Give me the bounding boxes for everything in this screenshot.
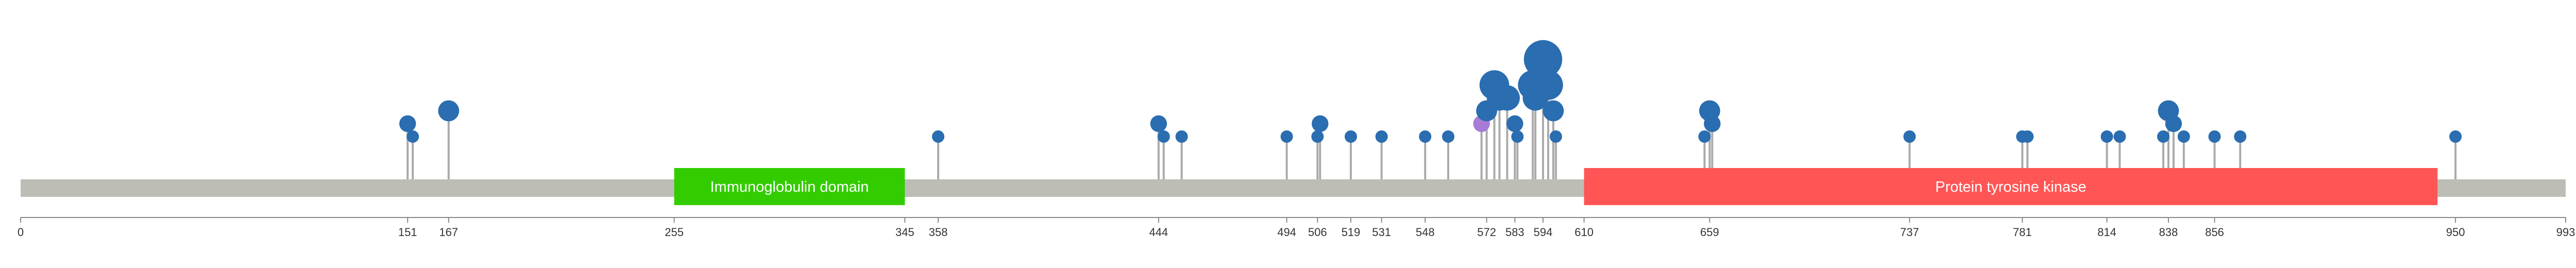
axis-tick-label: 345 bbox=[895, 226, 914, 239]
mutation-head[interactable] bbox=[399, 115, 416, 132]
mutation-head[interactable] bbox=[1533, 70, 1563, 100]
axis-tick-label: 167 bbox=[439, 226, 458, 239]
mutation-head[interactable] bbox=[2157, 130, 2170, 143]
domain-0: Immunoglobulin domain bbox=[674, 168, 905, 205]
mutation-head[interactable] bbox=[1442, 130, 1454, 143]
axis-tick-label: 594 bbox=[1534, 226, 1553, 239]
axis-tick-label: 838 bbox=[2159, 226, 2178, 239]
mutation-head[interactable] bbox=[1311, 130, 1324, 143]
mutation-head[interactable] bbox=[1494, 85, 1520, 111]
mutation-head[interactable] bbox=[2234, 130, 2247, 143]
axis-tick-label: 781 bbox=[2013, 226, 2032, 239]
mutation-head[interactable] bbox=[1903, 130, 1916, 143]
axis-tick-label: 531 bbox=[1372, 226, 1391, 239]
mutation-head[interactable] bbox=[2177, 130, 2190, 143]
axis-tick-label: 950 bbox=[2446, 226, 2465, 239]
mutation-head[interactable] bbox=[2165, 115, 2182, 132]
mutation-head[interactable] bbox=[2021, 130, 2034, 143]
axis-tick-label: 494 bbox=[1277, 226, 1296, 239]
axis-tick-label: 255 bbox=[665, 226, 684, 239]
mutation-head[interactable] bbox=[1312, 115, 1329, 132]
position-axis: 0 151 167 255 345 358 444 494 506 519 531 548 572 583… bbox=[18, 217, 2575, 239]
mutation-head[interactable] bbox=[2208, 130, 2221, 143]
mutation-stems bbox=[406, 59, 2457, 179]
mutation-head[interactable] bbox=[1419, 130, 1432, 143]
mutation-head[interactable] bbox=[438, 100, 460, 122]
axis-tick-label: 737 bbox=[1900, 226, 1919, 239]
mutation-head[interactable] bbox=[2100, 130, 2113, 143]
axis-tick-label: 519 bbox=[1342, 226, 1361, 239]
mutation-head[interactable] bbox=[1157, 130, 1170, 143]
domain-label: Protein tyrosine kinase bbox=[1935, 179, 2086, 195]
mutation-head[interactable] bbox=[1344, 130, 1357, 143]
domain-1: Protein tyrosine kinase bbox=[1584, 168, 2438, 205]
axis-tick-label: 358 bbox=[929, 226, 948, 239]
mutation-head[interactable] bbox=[1549, 130, 1562, 143]
mutation-head[interactable] bbox=[1543, 100, 1564, 122]
mutation-head[interactable] bbox=[2113, 130, 2126, 143]
axis-tick-label: 814 bbox=[2097, 226, 2116, 239]
mutation-head[interactable] bbox=[1375, 130, 1388, 143]
axis-tick-label: 151 bbox=[398, 226, 417, 239]
mutation-heads bbox=[399, 40, 2462, 143]
domain-label: Immunoglobulin domain bbox=[710, 179, 869, 195]
mutation-head[interactable] bbox=[1175, 130, 1188, 143]
axis-tick-label: 993 bbox=[2556, 226, 2575, 239]
mutation-head[interactable] bbox=[2449, 130, 2462, 143]
axis-tick-label: 572 bbox=[1477, 226, 1496, 239]
axis-tick-label: 610 bbox=[1574, 226, 1594, 239]
domain-layer: Immunoglobulin domain Protein tyrosine ki… bbox=[674, 168, 2438, 205]
mutation-head[interactable] bbox=[931, 130, 944, 143]
axis-tick-label: 583 bbox=[1505, 226, 1524, 239]
mutation-head[interactable] bbox=[1506, 115, 1523, 132]
mutation-head[interactable] bbox=[1523, 40, 1563, 79]
mutation-head[interactable] bbox=[1511, 130, 1524, 143]
axis-tick-label: 444 bbox=[1149, 226, 1168, 239]
mutation-head[interactable] bbox=[1280, 130, 1293, 143]
mutation-head[interactable] bbox=[1150, 115, 1167, 132]
mutation-head[interactable] bbox=[406, 130, 419, 143]
axis-tick-label: 506 bbox=[1308, 226, 1327, 239]
axis-tick-label: 548 bbox=[1416, 226, 1435, 239]
axis-tick-label: 856 bbox=[2205, 226, 2224, 239]
domain-bar bbox=[674, 168, 905, 205]
axis-tick-label: 0 bbox=[18, 226, 24, 239]
mutation-head[interactable] bbox=[1704, 115, 1721, 132]
mutation-head[interactable] bbox=[1698, 130, 1711, 143]
axis-tick-label: 659 bbox=[1700, 226, 1719, 239]
domain-bar bbox=[1584, 168, 2438, 205]
